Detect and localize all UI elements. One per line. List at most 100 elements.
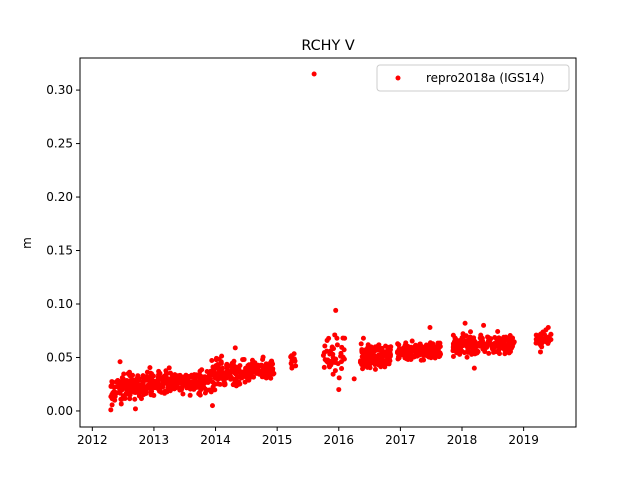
data-point [248,372,254,378]
data-point [534,339,540,345]
chart-title: RCHY V [301,38,355,54]
data-point [464,344,470,350]
data-point [338,350,344,356]
data-point [163,371,169,377]
data-point [418,357,424,363]
legend-label: repro2018a (IGS14) [426,71,544,85]
data-point [460,331,466,337]
data-point-outlier [481,322,487,328]
data-point [332,359,338,365]
data-point [137,388,143,394]
data-point [507,333,513,339]
data-point [372,366,378,372]
data-point [149,371,155,377]
data-point [235,368,241,374]
data-point [435,343,441,349]
data-point [324,337,330,343]
data-point [219,353,225,359]
data-point [135,373,141,379]
data-point [158,383,164,389]
data-point [469,348,475,354]
x-tick-label: 2012 [77,433,108,447]
data-point [220,369,226,375]
data-point [145,383,151,389]
y-tick-label: 0.15 [46,244,73,258]
data-point [474,348,480,354]
data-point-outlier [336,387,342,393]
data-point [249,365,255,371]
data-point [420,353,426,359]
data-point [330,351,336,357]
data-point [409,338,415,344]
data-point [477,339,483,345]
data-point [325,357,331,363]
data-point [342,335,348,341]
data-point [237,363,243,369]
data-point [173,385,179,391]
plot-frame [79,57,577,428]
data-point [240,357,246,363]
data-point-outlier [132,406,138,412]
data-point [358,341,364,347]
data-point [211,365,217,371]
data-point [197,368,203,374]
data-point [227,373,233,379]
data-point [207,376,213,382]
data-point [397,347,403,353]
data-point [227,363,233,369]
data-point-outlier [232,345,238,351]
x-tick-label: 2014 [200,433,231,447]
data-point-outlier [351,376,357,382]
data-point [118,401,124,407]
data-point [404,354,410,360]
data-point [119,375,125,381]
data-point [258,362,264,368]
data-point [193,380,199,386]
data-point [155,380,161,386]
data-point [489,344,495,350]
y-tick-label: 0.10 [46,297,73,311]
data-point [109,379,115,385]
data-point [358,358,364,364]
data-point [142,386,148,392]
data-point [244,373,250,379]
data-point [374,354,380,360]
data-point [430,341,436,347]
data-point [237,381,243,387]
data-point [127,369,133,375]
legend-box [376,64,570,92]
data-point-outlier [333,307,339,313]
data-point [542,332,548,338]
data-point [538,335,544,341]
data-point [289,365,295,371]
y-axis-ticks: 0.00 0.05 0.10 0.15 0.20 0.25 0.30 [46,83,80,418]
data-point-outlier [427,325,433,331]
data-point [269,368,275,374]
data-point [143,376,149,382]
data-point [322,343,328,349]
data-point [144,369,150,375]
x-tick-label: 2013 [139,433,170,447]
data-point [435,349,441,355]
data-point [542,338,548,344]
data-point [173,379,179,385]
data-point [256,371,262,377]
data-point [133,383,139,389]
data-point [136,378,142,384]
data-point [321,364,327,370]
data-point [108,383,114,389]
x-tick-label: 2015 [262,433,293,447]
data-point [468,329,474,335]
data-point [430,350,436,356]
data-point [416,351,422,357]
data-point [495,329,501,335]
data-point [403,340,409,346]
data-point [326,363,332,369]
data-point [507,338,513,344]
data-point [329,344,335,350]
data-point [187,392,193,398]
data-point [450,345,456,351]
data-point [263,371,269,377]
data-point [202,378,208,384]
data-point [131,377,137,383]
